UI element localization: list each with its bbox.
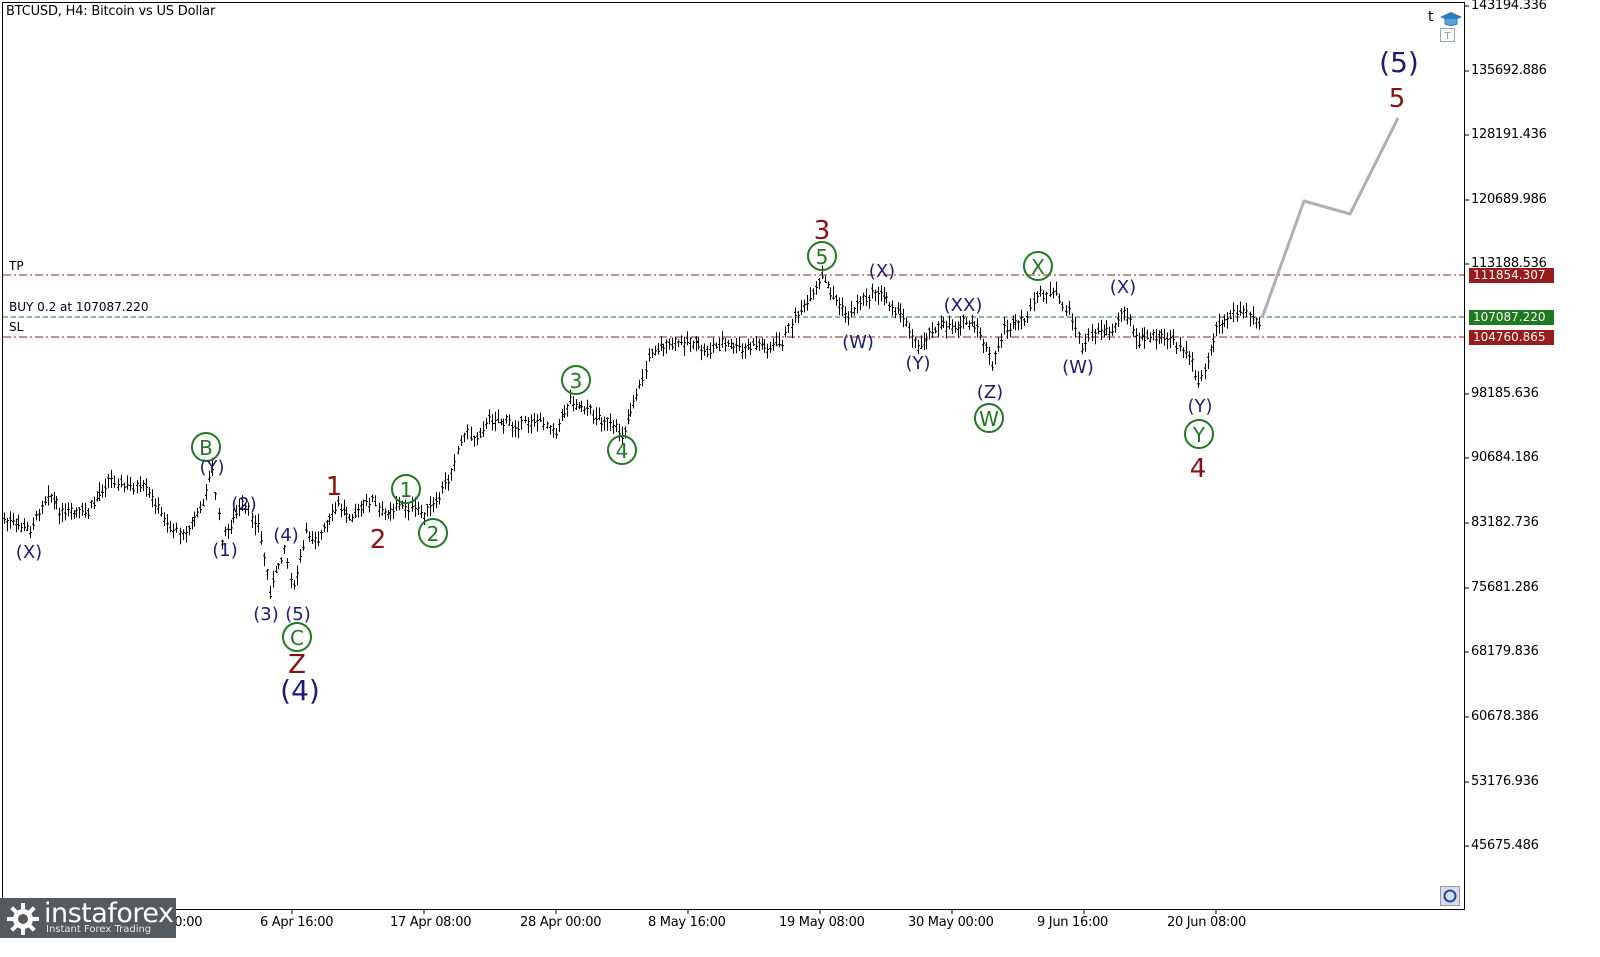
wave-5-big: (5) bbox=[1379, 46, 1419, 79]
wave-w-1: (W) bbox=[842, 332, 874, 353]
entry-price-box: 107087.220 bbox=[1469, 310, 1554, 325]
sl-price-box: 104760.865 bbox=[1469, 330, 1554, 345]
wave-3-paren: (3) bbox=[253, 604, 279, 625]
x-tick-label: 17 Apr 08:00 bbox=[390, 915, 472, 930]
wave-x-3: (X) bbox=[1110, 277, 1136, 298]
tp-label: TP bbox=[9, 259, 24, 273]
y-tick-label: 60678.386 bbox=[1471, 709, 1539, 724]
y-axis-ticks bbox=[1465, 5, 1469, 847]
circle-2 bbox=[418, 518, 448, 548]
wave-4-paren: (4) bbox=[273, 525, 299, 546]
y-tick-label: 53176.936 bbox=[1471, 774, 1539, 789]
wave-w-circled: W bbox=[979, 407, 999, 431]
circle-y bbox=[1184, 419, 1214, 449]
wave-xx: (XX) bbox=[944, 295, 983, 316]
chart-frame bbox=[2, 2, 1465, 910]
wave-b-circled: B bbox=[199, 436, 213, 460]
wave-3-red: 3 bbox=[814, 216, 831, 246]
y-tick-label: 90684.186 bbox=[1471, 450, 1539, 465]
circle-5 bbox=[807, 241, 837, 271]
y-tick-label: 143194.336 bbox=[1471, 0, 1547, 13]
x-tick-label: 9 Jun 16:00 bbox=[1037, 915, 1109, 930]
circle-3 bbox=[561, 365, 591, 395]
circle-x bbox=[1023, 251, 1053, 281]
y-tick-label: 68179.836 bbox=[1471, 644, 1539, 659]
circled-labels bbox=[191, 241, 1214, 652]
wave-w-2: (W) bbox=[1062, 357, 1094, 378]
wave-y-2: (Y) bbox=[905, 353, 930, 374]
circle-c bbox=[282, 622, 312, 652]
y-tick-label: 45675.486 bbox=[1471, 838, 1539, 853]
sl-label: SL bbox=[9, 320, 24, 334]
wave-x-2: (X) bbox=[869, 261, 895, 282]
graduation-cap-icon[interactable]: T bbox=[1438, 9, 1464, 43]
circle-4 bbox=[607, 435, 637, 465]
wave-5-red: 5 bbox=[1389, 84, 1406, 114]
wave-y-circled: Y bbox=[1192, 423, 1206, 447]
y-tick-label: 98185.636 bbox=[1471, 386, 1539, 401]
price-bars bbox=[3, 265, 1261, 599]
y-tick-label: 120689.986 bbox=[1471, 192, 1547, 207]
circle-w bbox=[974, 403, 1004, 433]
y-tick-label: 75681.286 bbox=[1471, 580, 1539, 595]
wave-3-circled: 3 bbox=[570, 369, 583, 393]
wave-5-circled: 5 bbox=[816, 245, 829, 269]
chart-title: BTCUSD, H4: Bitcoin vs US Dollar bbox=[6, 4, 216, 19]
wave-c-circled: C bbox=[290, 626, 304, 650]
x-tick-label: 8 May 16:00 bbox=[648, 915, 726, 930]
wave-5-paren: (5) bbox=[285, 604, 311, 625]
x-axis-ticks bbox=[159, 910, 1217, 914]
y-tick-label: 135692.886 bbox=[1471, 63, 1547, 78]
x-tick-label: 20 Jun 08:00 bbox=[1167, 915, 1246, 930]
entry-label: BUY 0.2 at 107087.220 bbox=[9, 300, 149, 314]
forecast-path bbox=[1260, 117, 1400, 319]
svg-text:T: T bbox=[1443, 31, 1451, 42]
x-tick-label: 19 May 08:00 bbox=[779, 915, 865, 930]
wave-z-red: Z bbox=[288, 650, 306, 680]
logo-name: instaforex bbox=[44, 898, 174, 929]
wave-y-3: (Y) bbox=[1187, 396, 1212, 417]
y-tick-label: 83182.736 bbox=[1471, 515, 1539, 530]
wave-x-circled: X bbox=[1031, 255, 1045, 279]
wave-2-red: 2 bbox=[370, 525, 387, 555]
x-tick-label: 28 Apr 00:00 bbox=[520, 915, 602, 930]
wave-1-red: 1 bbox=[326, 472, 343, 502]
wave-2-circled: 2 bbox=[427, 522, 440, 546]
y-tick-label: 113188.536 bbox=[1471, 256, 1547, 271]
wave-x-1: (X) bbox=[16, 542, 42, 563]
circle-1 bbox=[391, 474, 421, 504]
corner-letter: t bbox=[1428, 9, 1434, 25]
gear-icon bbox=[7, 903, 39, 935]
wave-1-circled: 1 bbox=[400, 478, 413, 502]
wave-4-circled: 4 bbox=[616, 439, 629, 463]
wave-4-big: (4) bbox=[280, 674, 320, 707]
tp-price-box: 111854.307 bbox=[1469, 268, 1554, 283]
logo-tagline: Instant Forex Trading bbox=[46, 924, 152, 935]
circle-button-icon[interactable] bbox=[1440, 886, 1460, 906]
wave-4-red: 4 bbox=[1190, 454, 1207, 484]
circle-b bbox=[191, 432, 221, 462]
wave-1-paren: (1) bbox=[212, 540, 238, 561]
x-tick-label: 30 May 00:00 bbox=[908, 915, 994, 930]
y-tick-label: 128191.436 bbox=[1471, 127, 1547, 142]
wave-2-paren: (2) bbox=[231, 494, 257, 515]
wave-z-paren: (Z) bbox=[977, 382, 1003, 403]
instaforex-logo: instaforex Instant Forex Trading bbox=[0, 898, 176, 938]
wave-y-1: (Y) bbox=[199, 457, 224, 478]
x-tick-label: 6 Apr 16:00 bbox=[260, 915, 334, 930]
